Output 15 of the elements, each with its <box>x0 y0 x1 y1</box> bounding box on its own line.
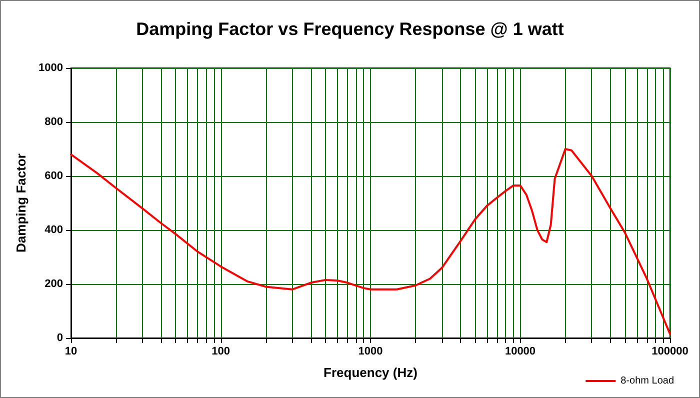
chart-title: Damping Factor vs Frequency Response @ 1 watt <box>136 19 564 39</box>
y-tick-label: 200 <box>44 278 63 290</box>
y-tick-label: 0 <box>56 332 63 344</box>
y-tick-label: 600 <box>44 170 63 182</box>
legend-label: 8-ohm Load <box>620 376 674 386</box>
x-tick-label: 1000 <box>358 346 383 358</box>
x-tick-label: 100000 <box>652 346 688 358</box>
y-axis-title: Damping Factor <box>14 154 29 252</box>
x-tick-label: 10000 <box>504 346 536 358</box>
y-tick-label: 1000 <box>38 62 63 74</box>
x-axis-title: Frequency (Hz) <box>324 365 418 380</box>
y-tick-label: 800 <box>44 116 63 128</box>
x-tick-label: 100 <box>212 346 230 358</box>
y-tick-label: 400 <box>44 224 63 236</box>
x-tick-label: 10 <box>64 346 78 358</box>
